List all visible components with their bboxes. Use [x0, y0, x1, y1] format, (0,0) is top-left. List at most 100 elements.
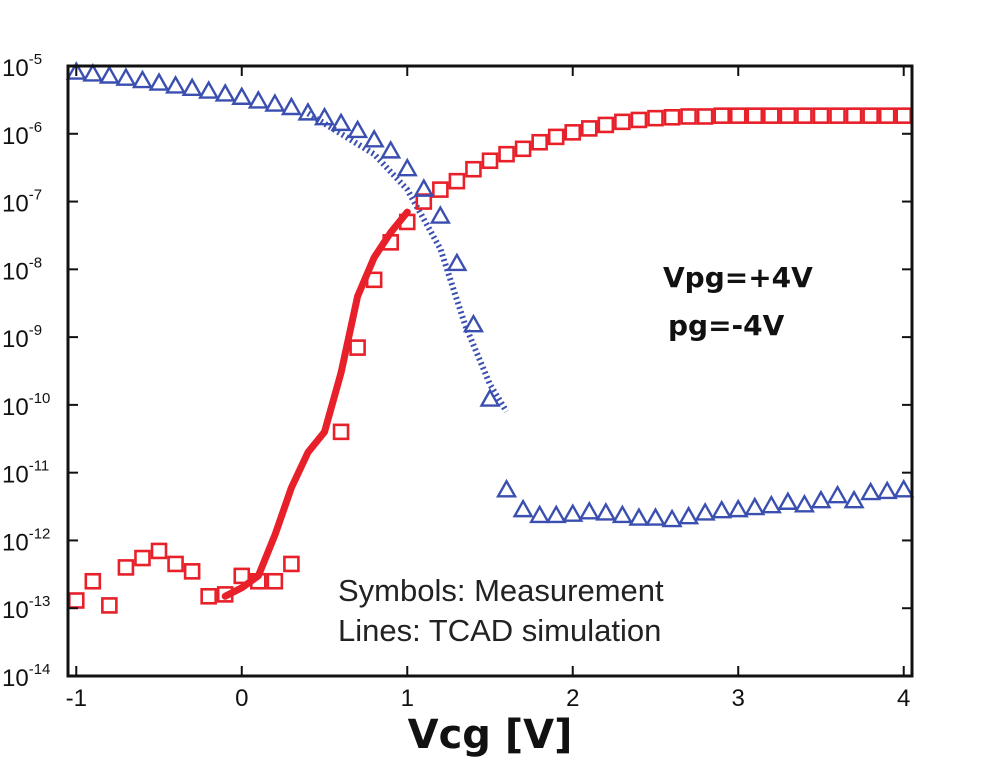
x-tick-label: 3 [732, 685, 745, 712]
data-point-triangle [165, 74, 187, 94]
data-point-square [101, 597, 118, 614]
data-point-triangle [65, 61, 87, 80]
data-point-square [332, 423, 350, 441]
data-point-triangle [545, 504, 567, 524]
data-point-square [564, 124, 582, 141]
data-point-triangle [429, 205, 451, 224]
data-point-square [696, 108, 714, 125]
data-point-triangle [347, 119, 369, 139]
data-point-square [117, 559, 135, 576]
data-point-square [812, 107, 830, 124]
data-point-square [448, 172, 466, 190]
y-tick-label: 10-8 [2, 254, 42, 285]
x-tick-label: 0 [235, 685, 248, 712]
data-point-triangle [611, 504, 633, 524]
simulation-line-blue [306, 110, 510, 414]
data-point-triangle [529, 504, 551, 524]
data-point-triangle [115, 67, 137, 86]
y-tick-label: 10-13 [2, 593, 50, 624]
data-point-square [283, 555, 300, 573]
data-point-square [779, 107, 797, 124]
data-point-square [67, 592, 85, 609]
y-tick-label: 10-5 [2, 51, 42, 82]
data-point-triangle [810, 489, 832, 509]
y-tick-label: 10-6 [2, 119, 42, 150]
data-point-triangle [297, 101, 319, 121]
x-axis-label: Vcg [V] [408, 712, 573, 758]
plot-area: -1 0 1 2 3 4 10-510-610-710-810-910-1010-1110… [2, 51, 915, 712]
data-point-triangle [363, 128, 385, 148]
data-point-triangle [131, 69, 154, 89]
data-point-square [432, 181, 449, 198]
data-point-triangle [595, 502, 617, 521]
y-tick-label: 10-10 [2, 390, 50, 421]
data-point-triangle [82, 63, 104, 82]
data-point-square [349, 339, 366, 356]
data-point-triangle [495, 478, 518, 498]
legend-simulation: Lines: TCAD simulation [338, 613, 661, 648]
data-point-square [150, 542, 168, 560]
data-point-square [216, 586, 234, 603]
y-tick-label: 10-12 [2, 525, 50, 556]
data-point-triangle [247, 90, 269, 109]
data-point-square [580, 120, 598, 137]
data-point-triangle [562, 503, 584, 522]
data-point-triangle [181, 77, 203, 97]
data-point-triangle [893, 478, 915, 498]
x-ticks: -1 0 1 2 3 4 [66, 66, 910, 712]
data-point-triangle [793, 493, 815, 513]
data-point-triangle [843, 489, 865, 509]
data-point-square [630, 111, 648, 129]
data-point-triangle [396, 157, 418, 177]
simulation-line-red [221, 208, 411, 600]
data-point-triangle [628, 507, 650, 526]
plot-frame [66, 64, 914, 678]
bias-label-2: pg=-4V [668, 309, 785, 342]
data-point-triangle [578, 500, 600, 520]
data-point-triangle [826, 484, 849, 504]
data-point-square [481, 152, 499, 170]
data-point-square [233, 567, 251, 585]
data-point-square [398, 213, 416, 231]
data-point-square [514, 140, 532, 158]
data-point-square [829, 107, 846, 124]
data-point-triangle [711, 499, 733, 519]
y-ticks: 10-5 10-6 10-7 10-8 10-9 10-10 10-11 10-12 10-13… [2, 51, 912, 692]
data-point-triangle [512, 498, 534, 518]
y-tick-label: 10-14 [2, 661, 50, 692]
data-point-square [84, 572, 102, 590]
data-point-triangle [198, 80, 220, 99]
data-point-triangle [694, 502, 716, 521]
data-point-square [183, 563, 201, 580]
data-point-triangle [644, 507, 667, 526]
data-point-square [200, 587, 217, 605]
data-point-triangle [446, 252, 468, 272]
data-point-square [647, 109, 664, 127]
data-point-square [365, 271, 383, 289]
data-point-square [763, 107, 780, 124]
x-tick-label: 2 [566, 685, 579, 712]
x-tick-label: 1 [401, 685, 414, 712]
y-tick-label: 10-7 [2, 187, 42, 218]
data-point-square [266, 572, 284, 590]
data-point-triangle [860, 481, 882, 501]
data-point-square [498, 145, 515, 163]
data-point-triangle [760, 494, 782, 514]
data-point-square [680, 108, 697, 125]
data-point-triangle [264, 93, 286, 112]
data-point-square [796, 107, 813, 124]
data-point-triangle [148, 72, 170, 91]
data-point-triangle [678, 505, 700, 525]
data-point-triangle [727, 498, 749, 518]
data-point-triangle [214, 83, 236, 102]
y-tick-label: 10-9 [2, 322, 42, 353]
data-point-square [465, 160, 482, 178]
data-point-square [531, 133, 548, 151]
data-point-triangle [98, 65, 120, 84]
data-point-triangle [413, 178, 435, 197]
data-point-square [862, 107, 879, 124]
legend-measurement: Symbols: Measurement [338, 573, 664, 608]
data-point-square [663, 109, 681, 126]
data-point-triangle [280, 96, 302, 116]
